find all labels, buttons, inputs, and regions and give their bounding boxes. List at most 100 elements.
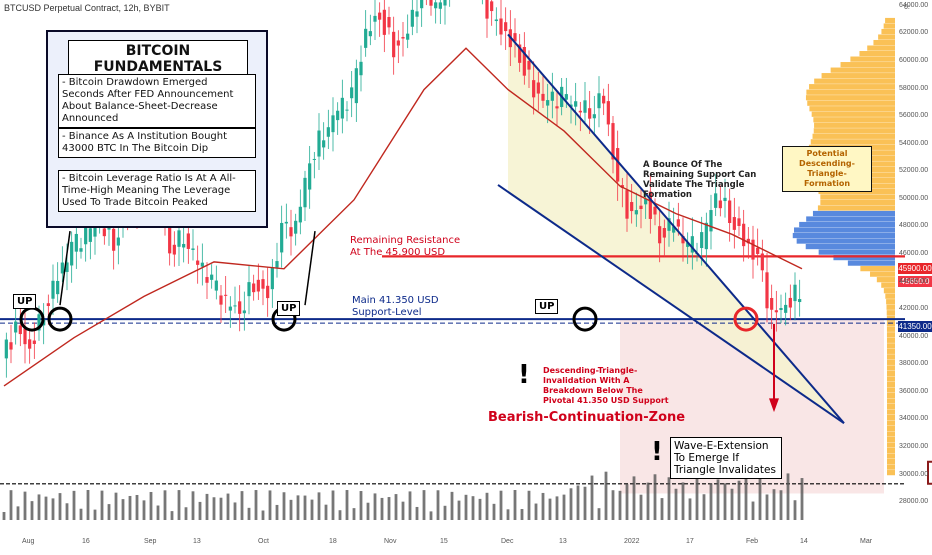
volume-bar (16, 506, 20, 520)
volume-bar (289, 499, 293, 520)
candle-body (564, 94, 568, 100)
volume-bar (541, 492, 545, 520)
candle-body (597, 93, 601, 109)
support-touch-circle (47, 306, 73, 332)
candle-body (611, 123, 615, 160)
candle-body (9, 342, 13, 350)
volume-bar (142, 500, 146, 520)
volume-bar (527, 490, 531, 520)
volume-bar (590, 475, 594, 520)
volume-profile-bar (806, 89, 895, 95)
x-tick-label: Feb (746, 538, 759, 545)
volume-profile-bar (794, 227, 895, 233)
candle-body (200, 262, 204, 267)
volume-bar (107, 504, 111, 520)
candle-body (718, 200, 722, 209)
volume-bar (79, 508, 83, 520)
volume-bar (191, 491, 195, 520)
fundamentals-item-3: - Bitcoin Leverage Ratio Is At A All-Tim… (58, 170, 256, 212)
candle-body (550, 91, 554, 101)
candle-body (513, 33, 517, 42)
volume-profile-bar (887, 464, 895, 470)
volume-profile-bar (811, 111, 895, 117)
volume-bar (72, 490, 76, 520)
volume-profile-bar (887, 459, 895, 465)
candle-body (746, 238, 750, 244)
volume-bar (184, 507, 188, 520)
x-tick-label: Mar (860, 538, 873, 545)
volume-profile-bar (807, 100, 895, 106)
candle-body (266, 285, 270, 299)
candle-body (275, 261, 279, 268)
volume-bar (436, 490, 440, 520)
candle-body (88, 228, 92, 242)
candle-body (541, 93, 545, 101)
volume-bar (723, 483, 727, 520)
volume-bar (548, 498, 552, 520)
candle-body (410, 9, 414, 27)
candle-body (709, 210, 713, 232)
volume-profile-bar (886, 304, 895, 310)
candle-body (317, 130, 321, 157)
volume-bar (576, 485, 580, 520)
up-label-1: UP (13, 294, 37, 309)
candle-body (658, 226, 662, 244)
resistance-label-line2: At The 45.900 USD (350, 247, 446, 258)
candle-body (392, 31, 396, 58)
volume-bar (471, 496, 475, 520)
wave-e-note: Wave-E-Extension To Emerge If Triangle I… (670, 437, 782, 479)
volume-profile-bar (887, 447, 895, 454)
volume-bar (401, 501, 405, 520)
y-tick-label: 50000.00 (899, 194, 929, 202)
volume-profile-bar (886, 398, 895, 404)
support-label-line1: Main 41.350 USD (352, 295, 439, 306)
candle-body (177, 230, 181, 247)
candle-body (182, 243, 186, 248)
candle-body (406, 33, 410, 40)
candle-body (485, 0, 489, 19)
candle-body (168, 226, 172, 254)
candle-body (303, 177, 307, 208)
y-tick-label: 40000.00 (899, 332, 929, 340)
x-tick-label: 13 (559, 538, 567, 545)
up-label-3: UP (535, 299, 559, 314)
x-tick-label: Sep (144, 538, 157, 545)
volume-bar (261, 510, 265, 520)
candle-body (23, 328, 27, 345)
volume-bar (296, 495, 300, 520)
fundamentals-item-2: - Binance As A Institution Bought 43000 … (58, 128, 256, 158)
volume-profile-bar (833, 255, 895, 261)
candle-body (438, 2, 442, 9)
volume-bar (205, 493, 209, 520)
triangle-lower-line (497, 184, 845, 424)
up-arrow (59, 230, 71, 306)
price-tag-support: 41350.00 (898, 321, 932, 332)
volume-profile-bar (883, 23, 895, 29)
candle-body (592, 114, 596, 119)
volume-profile-bar (873, 39, 895, 46)
volume-bar (555, 496, 559, 520)
volume-bar (2, 512, 6, 520)
candle-body (354, 68, 358, 104)
y-tick-label: 54000.00 (899, 139, 929, 147)
candle-body (662, 228, 666, 238)
volume-bar (499, 490, 503, 520)
volume-profile-bar (886, 337, 895, 343)
volume-profile-bar (885, 293, 895, 299)
y-tick-label: 28000.00 (899, 498, 929, 506)
volume-bar (779, 490, 783, 520)
candle-body (210, 274, 214, 280)
candle-body (569, 104, 573, 107)
candle-body (74, 233, 78, 252)
volume-profile-bar (805, 95, 895, 101)
candle-body (578, 110, 582, 113)
up-arrow (304, 230, 316, 306)
candle-body (345, 109, 349, 111)
volume-profile-bar (796, 238, 895, 244)
exclamation-2: ! (651, 437, 663, 467)
chart-title: BTCUSD Perpetual Contract, 12h, BYBIT (4, 3, 170, 13)
x-tick-label: Dec (501, 538, 514, 545)
candle-body (634, 210, 638, 215)
candle-body (172, 244, 176, 255)
volume-bar (226, 493, 230, 520)
